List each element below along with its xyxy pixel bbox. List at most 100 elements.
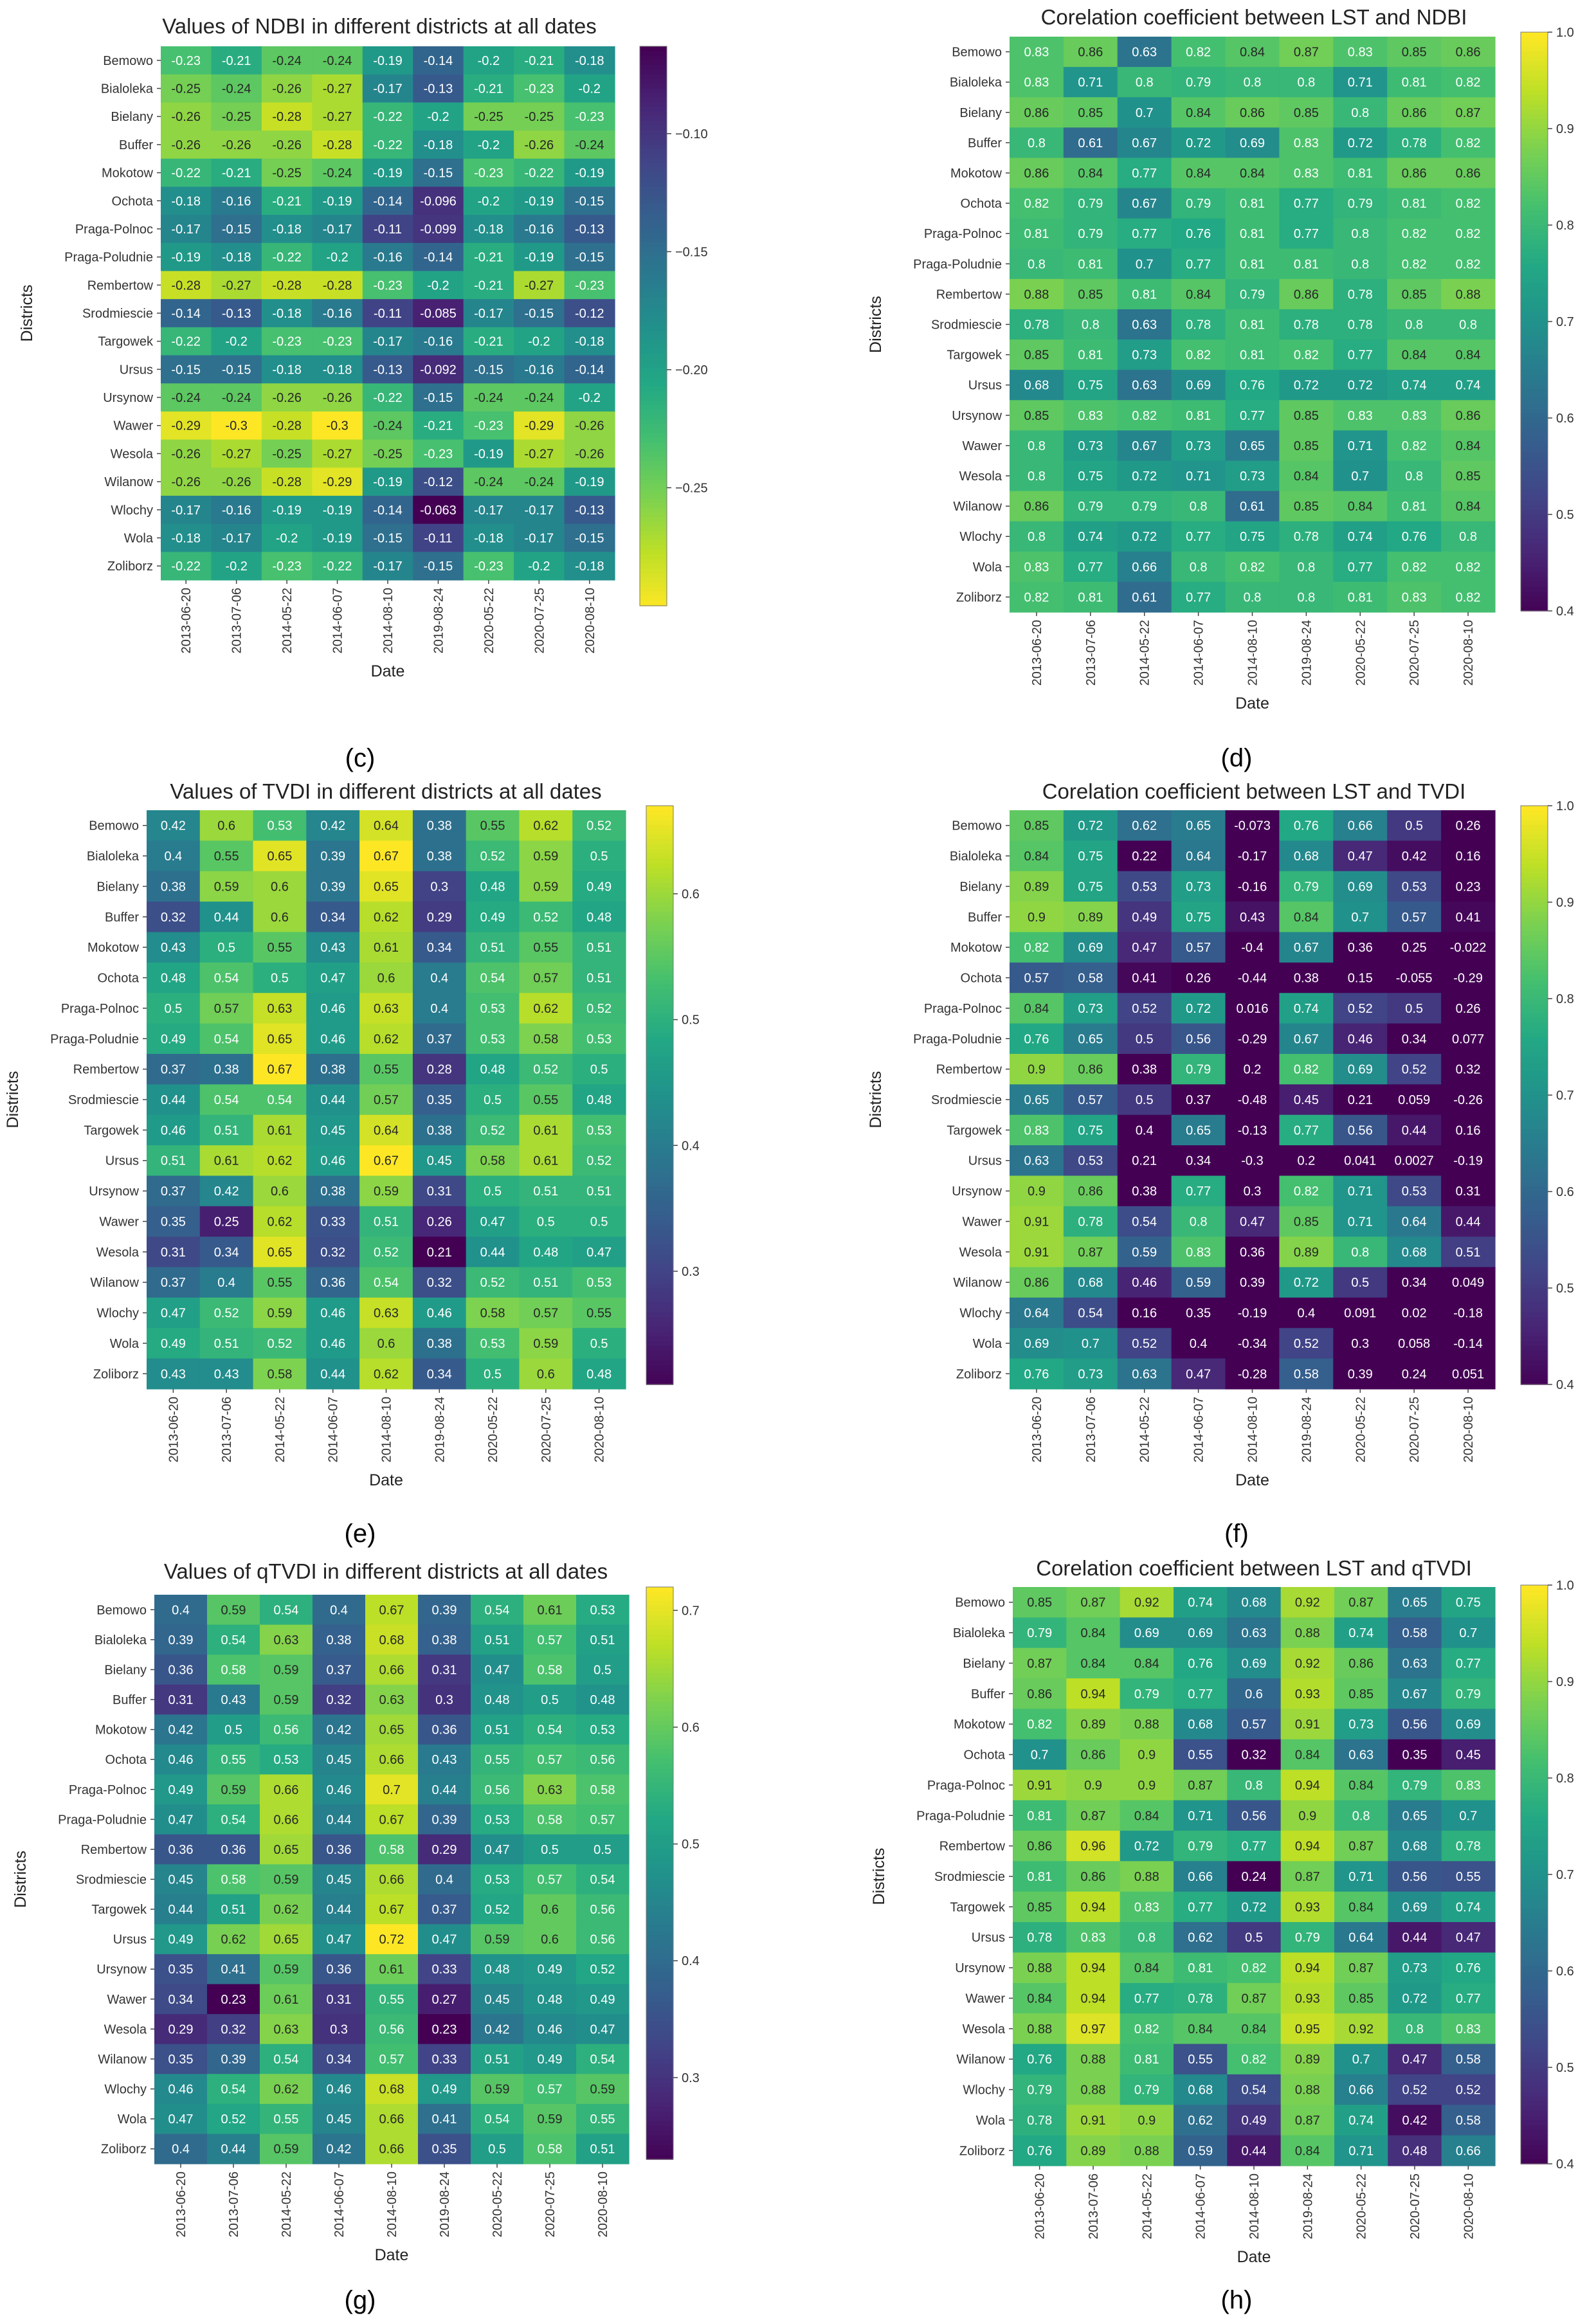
colorbar-segment [646, 1710, 673, 1717]
cell-value-label: 0.59 [485, 2083, 510, 2097]
heatmap-cell [519, 962, 573, 993]
heatmap-cell [519, 1328, 573, 1359]
colorbar-segment [1521, 529, 1548, 534]
colorbar-segment [1521, 1124, 1548, 1130]
x-tick-label: 2020-05-22 [486, 1397, 500, 1462]
heatmap-cell [1063, 158, 1118, 189]
heatmap-cell [1063, 188, 1118, 219]
cell-value-label: -0.48 [1238, 1093, 1267, 1107]
heatmap-cell [1441, 932, 1496, 963]
cell-value-label: 0.66 [379, 1753, 404, 1767]
cell-value-label: 0.63 [274, 1633, 299, 1647]
y-tick-label: Ursus [968, 1154, 1002, 1168]
heatmap-cell [260, 1684, 313, 1715]
colorbar-segment [1521, 1206, 1548, 1211]
colorbar-segment [646, 820, 673, 826]
colorbar-segment [1521, 1298, 1548, 1303]
cell-value-label: 0.75 [1078, 880, 1103, 894]
colorbar-segment [1521, 1336, 1548, 1342]
heatmap-cell [1171, 1267, 1226, 1298]
colorbar-segment [1521, 2067, 1548, 2073]
colorbar-segment [1521, 259, 1548, 264]
heatmap-cell [147, 902, 201, 933]
heatmap-cell [523, 1804, 577, 1835]
colorbar-segment [1521, 1903, 1548, 1909]
cell-value-label: 0.42 [1402, 849, 1427, 864]
heatmap-cell [1117, 158, 1172, 189]
colorbar-tick-label: 0.7 [1556, 1868, 1574, 1882]
cell-value-label: -0.022 [1450, 941, 1487, 955]
heatmap-cell [253, 1084, 307, 1116]
heatmap-cell [261, 552, 313, 581]
cell-value-label: -0.23 [272, 559, 302, 574]
cell-value-label: -0.24 [272, 54, 302, 68]
heatmap-cell [199, 1358, 254, 1390]
cell-value-label: -0.19 [1453, 1154, 1483, 1168]
heatmap-cell [1225, 188, 1280, 219]
heatmap-cell [207, 1714, 260, 1745]
heatmap-cell [260, 1954, 313, 1985]
heatmap-cell [1333, 491, 1388, 522]
heatmap-cell [576, 1954, 630, 1985]
cell-value-label: 0.46 [168, 2083, 194, 2097]
y-tick-label: Praga-Polnoc [69, 1783, 147, 1797]
heatmap-cell [359, 932, 413, 963]
colorbar-segment [646, 1963, 673, 1970]
colorbar-segment [646, 1973, 673, 1979]
cell-value-label: 0.47 [1456, 1931, 1481, 1945]
cell-value-label: 0.46 [538, 2022, 563, 2036]
cell-value-label: 0.36 [1240, 1246, 1265, 1260]
y-tick-label: Zoliborz [93, 1367, 139, 1381]
heatmap-cell [1117, 309, 1172, 340]
cell-value-label: 0.88 [1134, 2144, 1159, 2158]
heatmap-cell [1387, 430, 1442, 462]
cell-value-label: 0.66 [1132, 560, 1157, 574]
colorbar-tick-label: 0.9 [1556, 896, 1574, 910]
cell-value-label: 0.9 [1298, 1809, 1316, 1823]
cell-value-label: 0.66 [379, 1873, 404, 1887]
heatmap-cell [1171, 278, 1226, 310]
cell-value-label: 0.79 [1078, 227, 1103, 241]
colorbar-tick-label: 0.4 [682, 1139, 700, 1153]
cell-value-label: -0.26 [171, 110, 201, 124]
y-tick-label: Praga-Polnoc [75, 222, 153, 237]
colorbar-segment [1521, 1192, 1548, 1197]
x-tick-label: 2014-06-07 [327, 1397, 341, 1462]
cell-value-label: -0.25 [373, 447, 403, 461]
cell-value-label: 0.85 [1078, 106, 1103, 120]
cell-value-label: 0.77 [1240, 409, 1265, 423]
colorbar-segment [1521, 235, 1548, 240]
cell-value-label: 0.8 [1352, 1809, 1370, 1823]
cell-value-label: -0.3 [225, 419, 247, 433]
heatmap-cell [211, 383, 262, 412]
heatmap-cell [466, 1114, 520, 1146]
cell-value-label: 0.54 [221, 1633, 246, 1647]
colorbar-segment [646, 2111, 673, 2118]
heatmap-cell [412, 962, 467, 993]
heatmap-cell [1063, 340, 1118, 370]
colorbar-segment [640, 489, 667, 494]
heatmap-cell [471, 1984, 524, 2015]
x-tick-label: 2020-07-25 [540, 1397, 554, 1462]
heatmap-cell [1225, 871, 1280, 902]
heatmap-cell [1063, 370, 1118, 401]
cell-value-label: -0.24 [474, 391, 503, 405]
cell-value-label: 0.51 [1456, 1246, 1481, 1260]
colorbar-segment [646, 902, 673, 908]
colorbar-segment [1521, 577, 1548, 583]
colorbar-segment [1521, 1278, 1548, 1284]
colorbar-segment [640, 601, 667, 606]
heatmap-cell [572, 1175, 626, 1207]
colorbar-segment [1521, 1370, 1548, 1375]
heatmap-cell [1333, 460, 1388, 492]
heatmap-cell [466, 1023, 520, 1055]
cell-value-label: 0.73 [1078, 439, 1103, 453]
colorbar-segment [1521, 75, 1548, 81]
heatmap-cell [313, 1655, 366, 1685]
cell-value-label: 0.53 [590, 1723, 615, 1737]
heatmap-cell [466, 810, 520, 841]
cell-value-label: -0.34 [1238, 1337, 1267, 1351]
heatmap-cell [261, 355, 313, 384]
colorbar-segment [1521, 1817, 1548, 1822]
heatmap-cell [312, 523, 363, 552]
